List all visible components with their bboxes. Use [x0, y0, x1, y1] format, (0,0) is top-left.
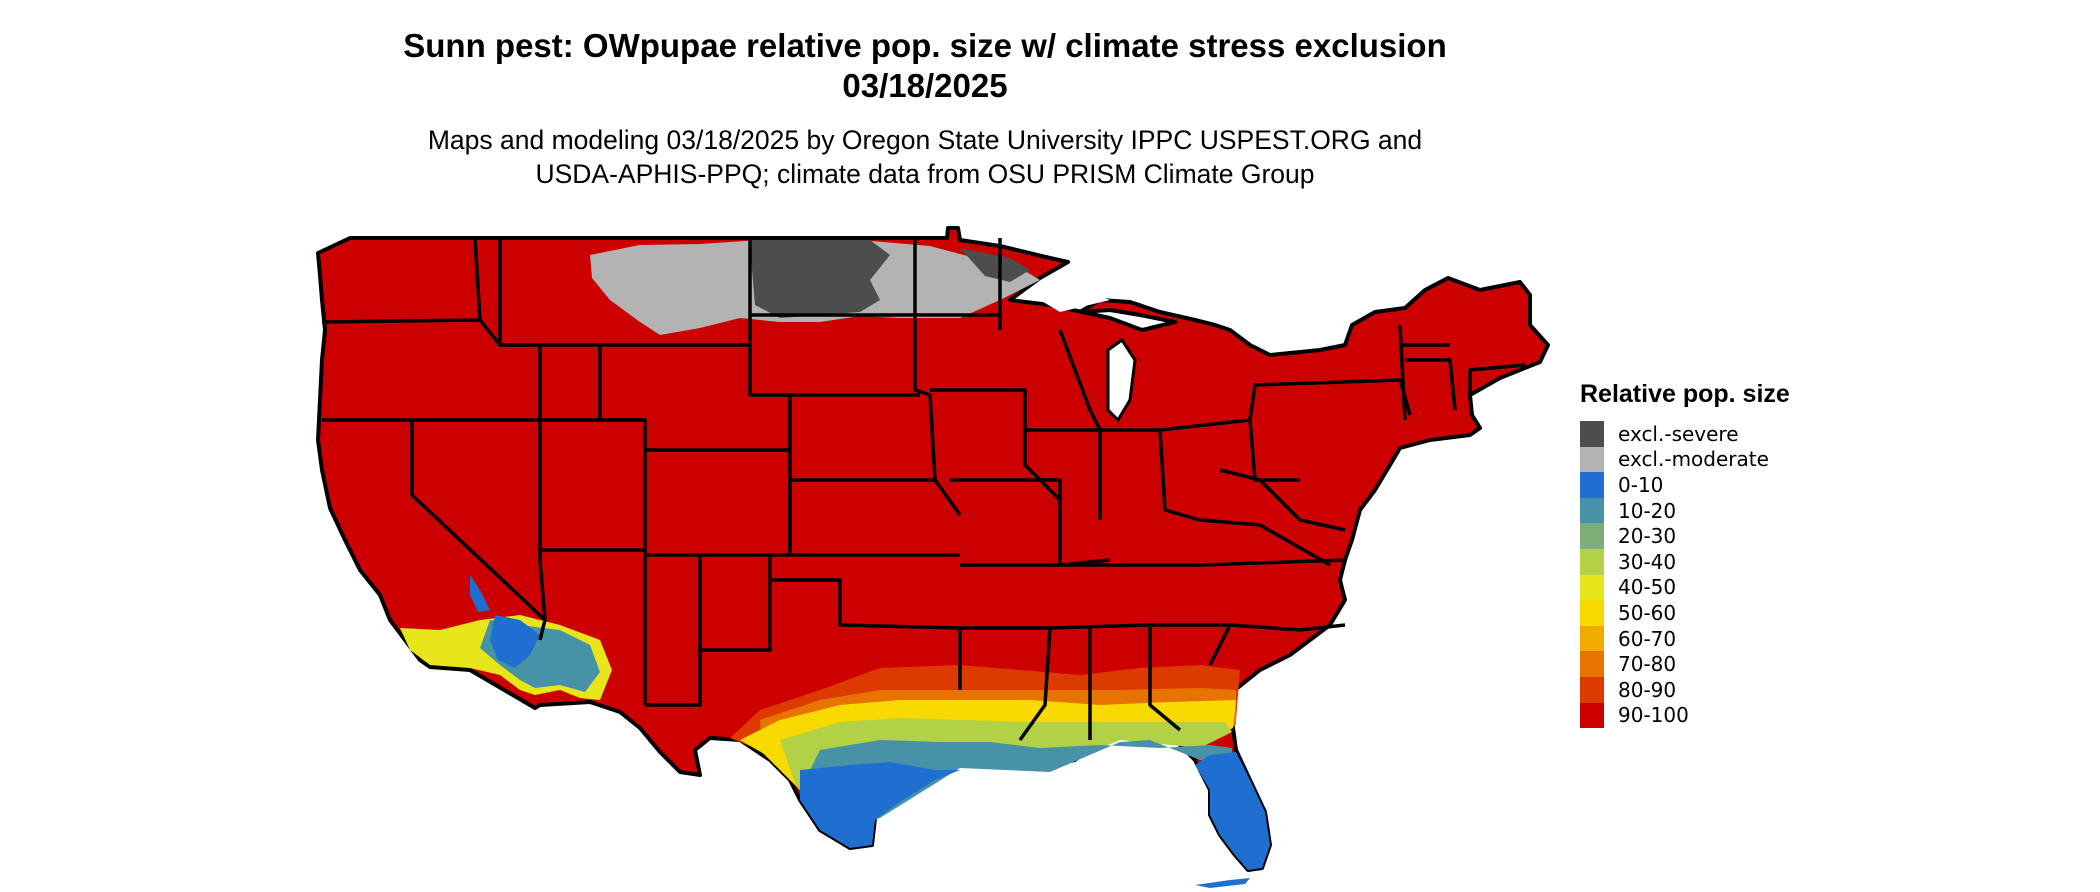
legend-title: Relative pop. size [1580, 380, 1790, 408]
legend-label: 50-60 [1618, 600, 1677, 625]
lake-superior [1040, 290, 1110, 312]
legend-item: 90-100 [1580, 702, 1790, 729]
legend-label: 40-50 [1618, 575, 1677, 600]
legend-swatch [1580, 676, 1604, 703]
legend-item: 50-60 [1580, 600, 1790, 626]
legend-item: 0-10 [1580, 472, 1790, 498]
legend-label: excl.-moderate [1618, 447, 1769, 472]
legend: Relative pop. size excl.-severe excl.-mod… [1580, 380, 1790, 729]
state-borders [321, 237, 1526, 742]
legend-swatch [1580, 651, 1604, 677]
legend-swatch [1580, 446, 1604, 473]
legend-swatch [1580, 523, 1604, 549]
legend-swatch [1580, 548, 1604, 575]
legend-item: excl.-moderate [1580, 446, 1790, 473]
legend-item: 60-70 [1580, 625, 1790, 652]
title-line-2: 03/18/2025 [842, 67, 1008, 104]
legend-label: 0-10 [1618, 472, 1664, 497]
legend-item: 10-20 [1580, 497, 1790, 524]
legend-item: 70-80 [1580, 651, 1790, 677]
subtitle-line-1: Maps and modeling 03/18/2025 by Oregon S… [427, 125, 1423, 155]
legend-swatch [1580, 625, 1604, 652]
band-10-20 [800, 740, 1232, 828]
us-landmass [316, 226, 1550, 872]
legend-item: excl.-severe [1580, 421, 1790, 447]
legend-swatch [1580, 600, 1604, 626]
legend-swatch [1580, 574, 1604, 601]
legend-items: excl.-severe excl.-moderate 0-10 10-20 20-30… [1580, 421, 1790, 729]
legend-swatch [1580, 702, 1604, 729]
legend-label: 10-20 [1618, 498, 1677, 523]
band-0-10-texas [800, 762, 960, 848]
band-0-10-keys [1195, 878, 1250, 888]
lake-michigan [1106, 337, 1137, 423]
legend-label: 30-40 [1618, 549, 1677, 574]
legend-item: 20-30 [1580, 523, 1790, 549]
title-line-1: Sunn pest: OWpupae relative pop. size w/… [403, 27, 1447, 64]
band-0-10-florida [1195, 752, 1270, 870]
excl-severe-zone [750, 240, 1030, 318]
subtitle-line-2: USDA-APHIS-PPQ; climate data from OSU PR… [535, 159, 1315, 189]
legend-label: 90-100 [1618, 703, 1689, 728]
legend-item: 40-50 [1580, 574, 1790, 601]
legend-swatch [1580, 497, 1604, 524]
map-subtitle: Maps and modeling 03/18/2025 by Oregon S… [0, 123, 1850, 191]
legend-item: 30-40 [1580, 548, 1790, 575]
legend-label: 20-30 [1618, 524, 1677, 549]
legend-swatch [1580, 421, 1604, 447]
legend-label: 80-90 [1618, 677, 1677, 702]
band-0-10-southwest [470, 575, 540, 668]
legend-label: 60-70 [1618, 626, 1677, 651]
map-title: Sunn pest: OWpupae relative pop. size w/… [0, 26, 1850, 106]
legend-label: 70-80 [1618, 652, 1677, 677]
legend-swatch [1580, 472, 1604, 498]
legend-label: excl.-severe [1618, 421, 1739, 446]
legend-item: 80-90 [1580, 676, 1790, 703]
